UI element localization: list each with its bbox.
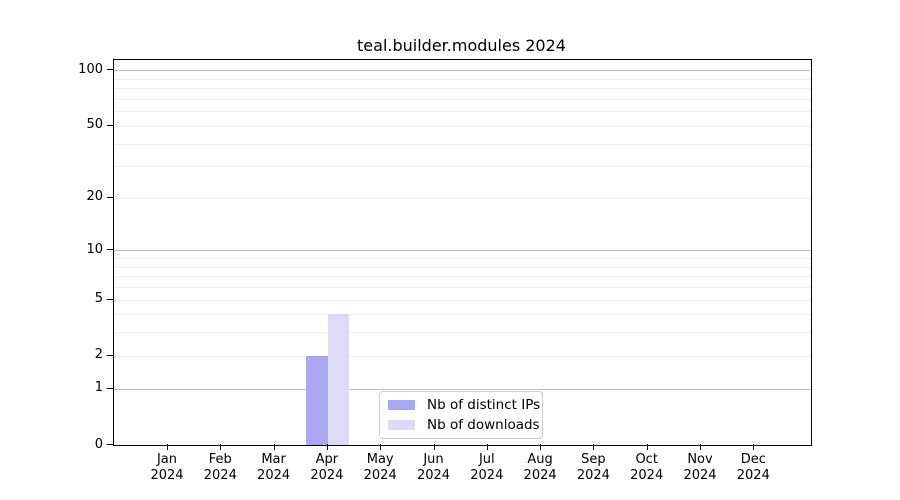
x-tick-month: Feb <box>208 452 232 467</box>
x-axis-tick-label: Oct 2024 <box>607 452 687 484</box>
x-tick-year: 2024 <box>203 468 237 483</box>
x-axis-tick <box>486 444 488 450</box>
y-axis-tick-label: 1 <box>94 380 103 396</box>
y-axis-tick-label: 5 <box>94 291 103 307</box>
gridline-minor <box>114 299 811 301</box>
x-axis-tick-label: Dec 2024 <box>713 452 793 484</box>
x-axis-tick <box>167 444 168 450</box>
x-tick-year: 2024 <box>736 468 770 483</box>
x-axis-tick <box>700 444 701 450</box>
y-axis-tick <box>107 387 113 389</box>
y-axis-tick <box>107 249 113 251</box>
x-tick-month: Aug <box>527 452 553 467</box>
y-axis-tick-label: 0 <box>94 436 103 452</box>
x-axis-tick-label: Jan 2024 <box>127 452 207 484</box>
legend: Nb of distinct IPs Nb of downloads <box>379 391 543 439</box>
x-tick-month: Jul <box>478 452 495 467</box>
chart-title: teal.builder.modules 2024 <box>357 36 566 55</box>
x-tick-year: 2024 <box>416 468 451 483</box>
gridline-minor <box>114 78 811 80</box>
x-axis-tick <box>593 444 595 450</box>
legend-label: Nb of downloads <box>427 416 540 433</box>
y-axis-tick <box>107 298 113 300</box>
x-axis-tick-label: May 2024 <box>340 452 420 484</box>
x-axis-tick <box>326 444 328 450</box>
gridline-minor <box>114 143 811 145</box>
x-axis-tick-label: Jun 2024 <box>394 452 474 484</box>
x-tick-month: Sep <box>581 452 606 467</box>
x-tick-year: 2024 <box>363 468 397 483</box>
gridline-major <box>114 250 811 252</box>
x-tick-month: May <box>366 452 394 467</box>
x-tick-year: 2024 <box>630 468 664 483</box>
x-tick-year: 2024 <box>523 468 557 483</box>
gridline-minor <box>114 266 811 268</box>
x-tick-month: Oct <box>635 452 658 467</box>
legend-entry-distinct-ips: Nb of distinct IPs <box>386 397 540 413</box>
x-tick-year: 2024 <box>470 468 504 483</box>
x-axis-tick <box>380 444 382 450</box>
gridline-minor <box>114 314 811 316</box>
x-tick-month: Nov <box>687 452 713 467</box>
y-axis-tick-label: 20 <box>86 189 103 205</box>
gridline-minor <box>114 197 811 199</box>
x-axis-tick <box>646 444 648 450</box>
x-tick-month: Dec <box>740 452 766 467</box>
x-axis-tick-label: Sep 2024 <box>553 452 633 484</box>
x-tick-month: Apr <box>315 452 339 467</box>
gridline-minor <box>114 355 811 357</box>
x-tick-month: Jan <box>156 452 178 467</box>
gridline-minor <box>114 88 811 90</box>
y-axis-tick <box>107 354 113 356</box>
gridline-minor <box>114 111 811 113</box>
gridline-minor <box>114 125 811 127</box>
gridline-minor <box>114 98 811 100</box>
x-tick-year: 2024 <box>257 468 291 483</box>
x-axis-tick-label: Jul 2024 <box>447 452 527 484</box>
x-axis-tick-label: Aug 2024 <box>500 452 580 484</box>
legend-entry-downloads: Nb of downloads <box>386 417 540 433</box>
y-axis-tick-label: 50 <box>86 117 103 133</box>
x-tick-year: 2024 <box>310 468 344 483</box>
plot-area <box>113 59 812 446</box>
x-tick-month: Mar <box>261 452 286 467</box>
x-axis-tick <box>220 444 222 450</box>
x-axis-tick <box>753 444 755 450</box>
x-axis-tick-label: Apr 2024 <box>287 452 367 484</box>
y-axis-tick <box>107 69 113 71</box>
x-tick-year: 2024 <box>576 468 610 483</box>
y-axis-tick <box>107 444 113 445</box>
bar-nb-of-distinct-ips <box>306 355 328 445</box>
gridline-minor <box>114 276 811 278</box>
y-axis-tick-label: 2 <box>94 347 103 363</box>
legend-swatch-downloads-icon <box>388 420 415 430</box>
x-axis-tick <box>433 444 435 450</box>
gridline-minor <box>114 166 811 168</box>
legend-label: Nb of distinct IPs <box>427 396 541 413</box>
x-axis-tick <box>540 444 542 450</box>
gridline-minor <box>114 332 811 334</box>
bar-nb-of-downloads <box>327 314 350 445</box>
x-tick-year: 2024 <box>683 468 717 483</box>
x-axis-tick-label: Feb 2024 <box>180 452 260 484</box>
gridline-minor <box>114 287 811 289</box>
gridline-minor <box>114 258 811 260</box>
gridline-major <box>114 388 811 390</box>
y-axis-tick <box>107 124 113 126</box>
y-axis-tick-label: 10 <box>86 241 103 257</box>
x-tick-year: 2024 <box>150 468 184 483</box>
x-axis-tick-label: Nov 2024 <box>660 452 740 484</box>
y-axis-tick-label: 100 <box>78 61 103 77</box>
y-axis-tick <box>107 196 113 198</box>
x-tick-month: Jun <box>423 452 444 467</box>
legend-swatch-distinct-ips-icon <box>388 400 415 410</box>
gridline-major <box>114 70 811 72</box>
x-axis-tick <box>273 444 275 450</box>
x-axis-tick-label: Mar 2024 <box>234 452 314 484</box>
